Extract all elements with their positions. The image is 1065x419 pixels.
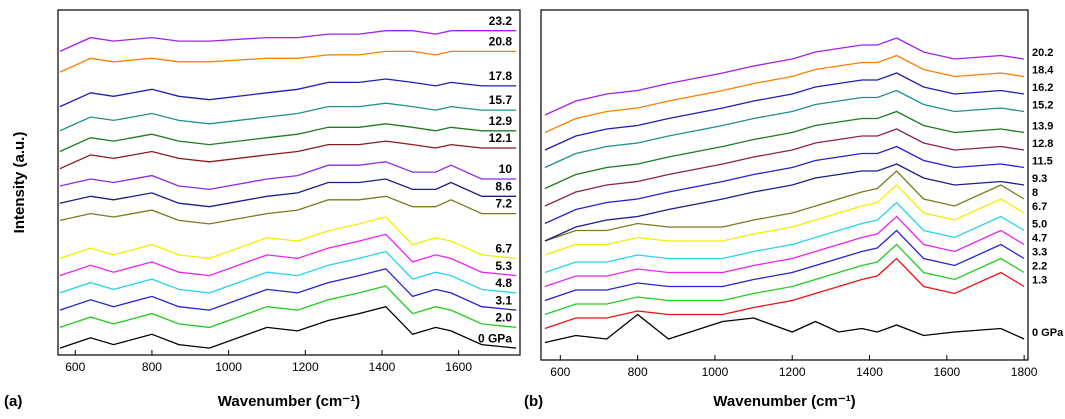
series-label: 2.0 (495, 311, 512, 325)
x-tick-label: 1600 (445, 360, 472, 374)
spectrum-line (544, 163, 1025, 242)
y-axis-label: Intensity (a.u.) (11, 132, 28, 234)
plot-frame (540, 9, 1029, 361)
spectrum-line (59, 161, 517, 191)
series-label: 12.8 (1032, 138, 1053, 150)
series-label: 6.7 (495, 242, 512, 256)
spectrum-line (544, 215, 1025, 288)
spectrum-line (59, 233, 517, 277)
x-tick-label: 600 (550, 365, 570, 379)
spectrum-line (544, 128, 1025, 207)
spectrum-line (544, 257, 1025, 330)
series-label: 1.3 (1032, 274, 1047, 286)
spectrum-line (544, 170, 1025, 242)
spectrum-line (544, 201, 1025, 274)
x-tick-label: 1800 (1011, 365, 1038, 379)
series-label: 0 GPa (478, 331, 512, 345)
x-axis-label: Wavenumber (cm⁻¹) (218, 393, 360, 410)
spectrum-line (544, 229, 1025, 302)
x-tick-label: 800 (628, 365, 648, 379)
x-tick-label: 1600 (933, 365, 960, 379)
x-tick-label: 600 (65, 360, 85, 374)
series-label: 20.2 (1032, 47, 1053, 59)
series-label: 18.4 (1032, 64, 1054, 76)
panel-label: (a) (4, 393, 22, 410)
series-label: 8.6 (495, 179, 512, 193)
spectrum-line (59, 50, 517, 73)
series-label: 15.7 (489, 93, 513, 107)
series-label: 17.8 (489, 69, 513, 83)
series-label: 20.8 (489, 35, 513, 49)
spectrum-line (59, 123, 517, 153)
spectrum-line (59, 178, 517, 208)
series-label: 11.5 (1032, 155, 1053, 167)
series-label: 5.3 (495, 259, 512, 273)
x-tick-label: 800 (142, 360, 162, 374)
series-label: 8 (1032, 187, 1038, 199)
spectrum-line (59, 140, 517, 170)
x-axis-label: Wavenumber (cm⁻¹) (713, 393, 855, 410)
spectrum-line (544, 54, 1025, 134)
x-tick-label: 1000 (215, 360, 242, 374)
plot-frame (57, 9, 521, 356)
spectrum-line (59, 30, 517, 52)
spectrum-line (59, 78, 517, 108)
x-tick-label: 1400 (369, 360, 396, 374)
panel-label: (b) (524, 393, 543, 410)
spectrum-line (544, 243, 1025, 316)
spectrum-line (59, 250, 517, 294)
series-label: 9.3 (1032, 173, 1047, 185)
series-label: 3.3 (1032, 246, 1047, 258)
spectrum-line (544, 72, 1025, 151)
spectrum-line (544, 313, 1025, 344)
spectrum-line (544, 145, 1025, 225)
spectrum-line (544, 89, 1025, 169)
series-label: 0 GPa (1032, 327, 1064, 339)
x-tick-label: 1000 (702, 365, 729, 379)
series-label: 16.2 (1032, 82, 1053, 94)
series-label: 5.0 (1032, 218, 1047, 230)
spectrum-line (59, 285, 517, 329)
spectrum-line (59, 268, 517, 311)
series-label: 7.2 (495, 197, 512, 211)
series-label: 4.7 (1032, 232, 1047, 244)
series-label: 6.7 (1032, 201, 1047, 213)
series-label: 23.2 (489, 14, 513, 28)
spectrum-line (544, 110, 1025, 190)
spectrum-line (59, 216, 517, 260)
series-label: 10 (499, 162, 513, 176)
x-tick-label: 1200 (292, 360, 319, 374)
series-label: 12.9 (489, 114, 513, 128)
series-label: 4.8 (495, 276, 512, 290)
series-label: 3.1 (495, 293, 512, 307)
spectrum-line (59, 102, 517, 132)
x-tick-label: 1400 (856, 365, 883, 379)
series-label: 15.2 (1032, 99, 1053, 111)
series-label: 13.9 (1032, 120, 1053, 132)
spectrum-line (544, 184, 1025, 256)
spectrum-line (59, 305, 517, 349)
spectrum-line (59, 195, 517, 225)
spectrum-line (544, 37, 1025, 116)
x-tick-label: 1200 (779, 365, 806, 379)
series-label: 12.1 (489, 131, 513, 145)
series-label: 2.2 (1032, 260, 1047, 272)
